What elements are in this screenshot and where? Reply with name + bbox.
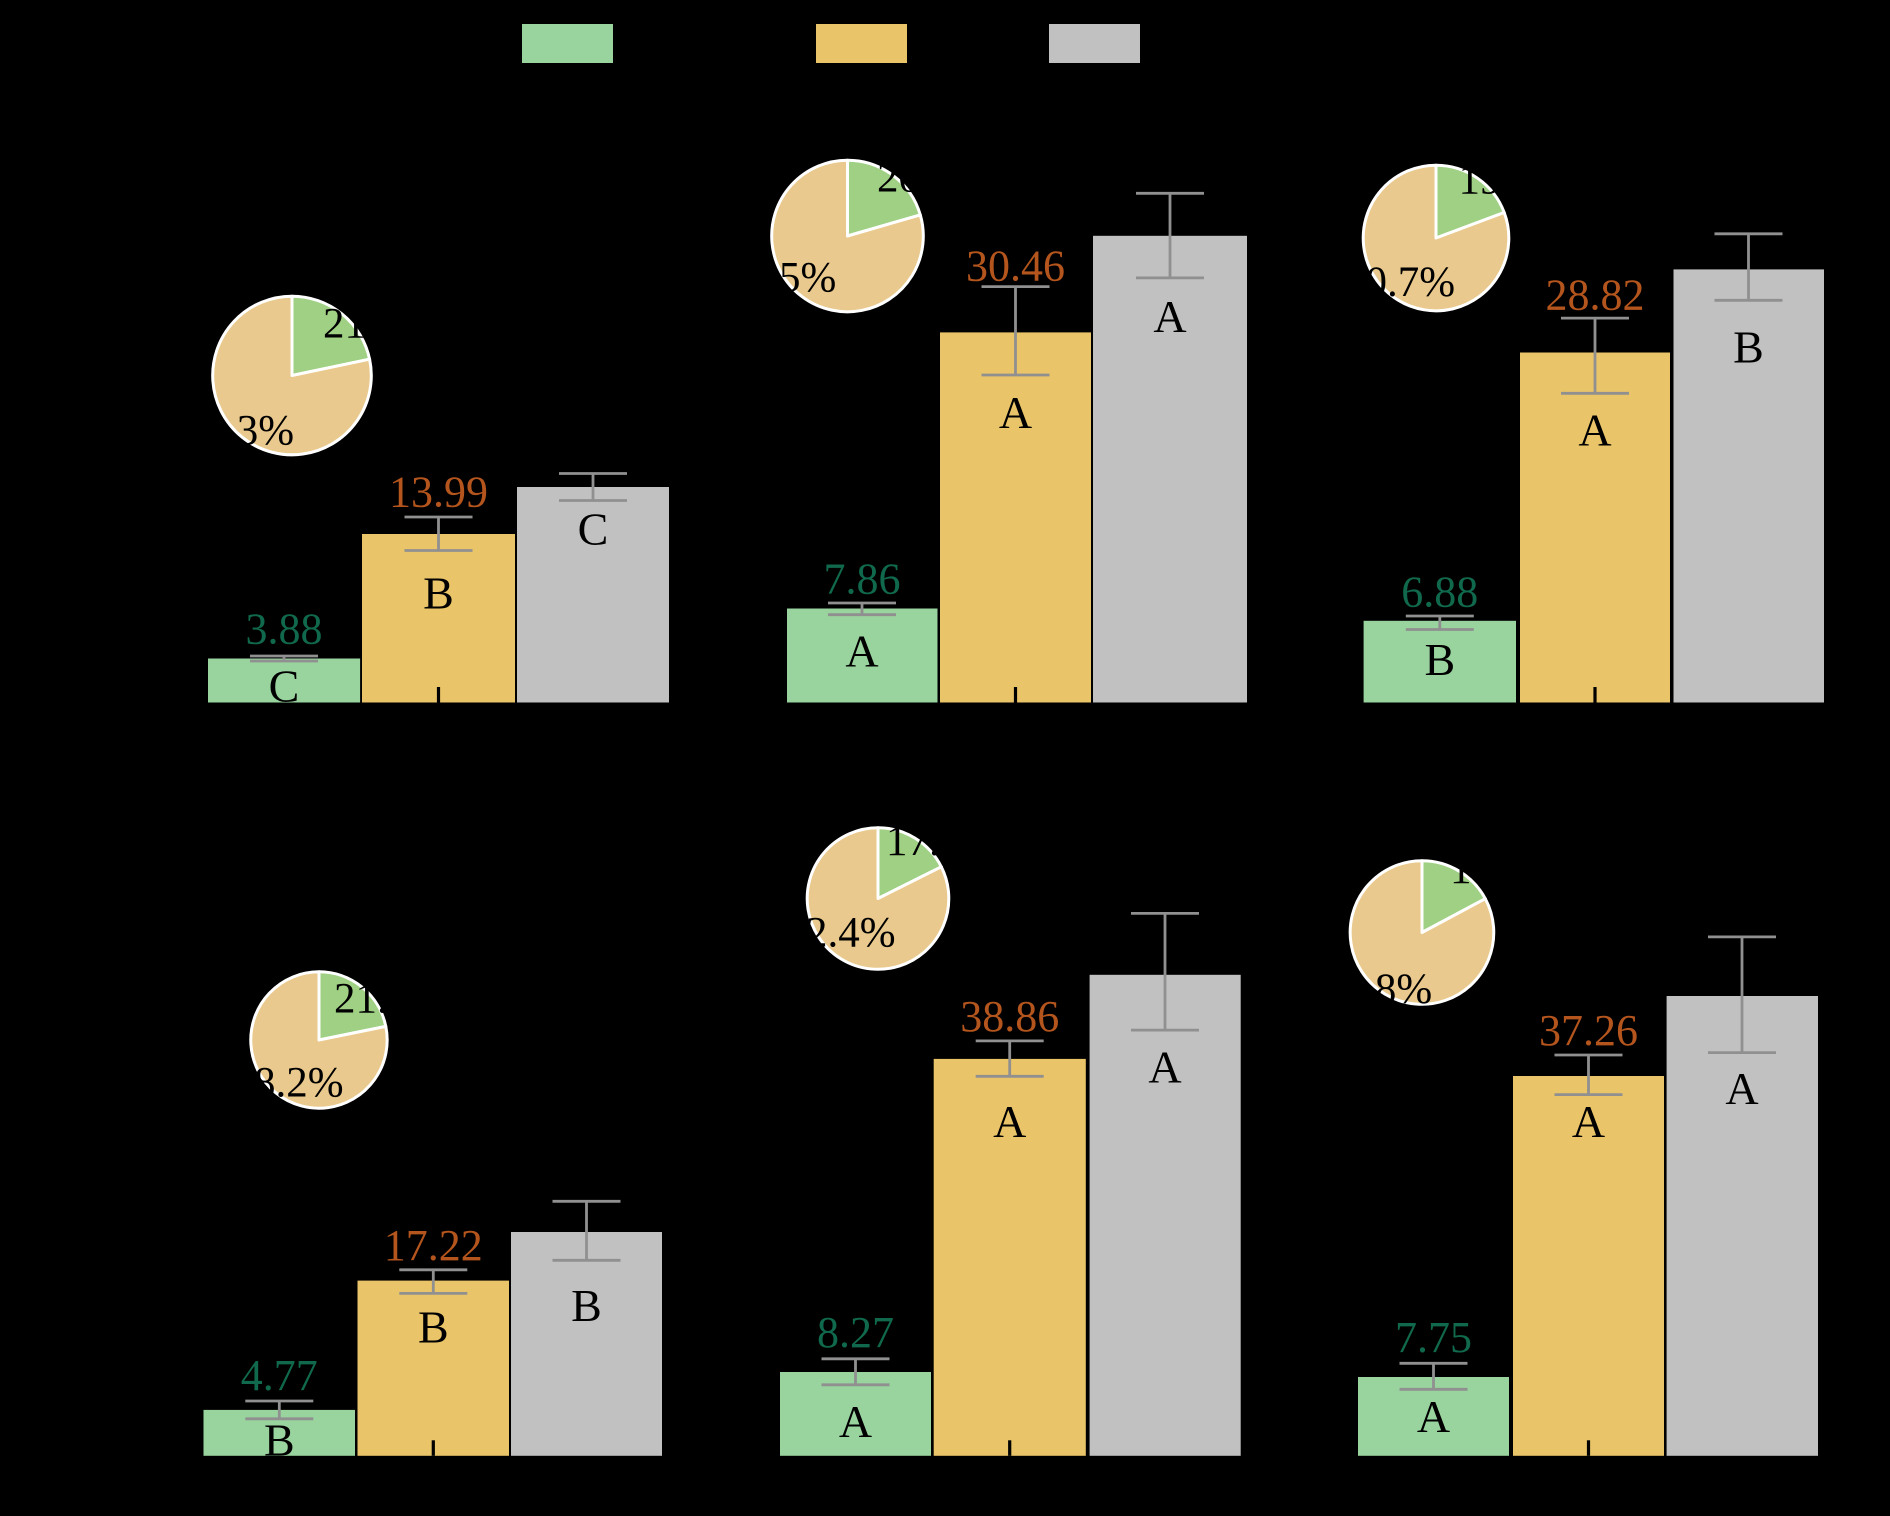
svg-text:A: A	[839, 1396, 872, 1447]
svg-text:17.6%: 17.6%	[886, 818, 997, 865]
svg-text:6.88: 6.88	[1401, 568, 1478, 617]
svg-text:21.7%: 21.7%	[323, 301, 434, 348]
svg-text:7.75: 7.75	[1395, 1313, 1472, 1362]
svg-text:20.5%: 20.5%	[877, 155, 988, 202]
svg-text:B: B	[1733, 321, 1764, 372]
svg-text:B: B	[1424, 634, 1455, 685]
svg-text:A: A	[845, 626, 878, 677]
svg-text:79.5%: 79.5%	[725, 254, 836, 301]
svg-text:37.26: 37.26	[1539, 1006, 1638, 1055]
svg-text:B: B	[423, 567, 454, 618]
svg-text:82.4%: 82.4%	[785, 909, 896, 956]
svg-text:C: C	[578, 503, 609, 554]
svg-text:13.99: 13.99	[389, 468, 488, 517]
svg-text:21.8%: 21.8%	[334, 976, 445, 1023]
svg-text:B: B	[418, 1301, 449, 1352]
svg-text:4.77: 4.77	[241, 1351, 318, 1400]
svg-text:17.22: 17.22	[384, 1221, 483, 1270]
svg-text:A: A	[1153, 291, 1186, 342]
svg-text:80.7%: 80.7%	[1344, 259, 1455, 306]
svg-text:A: A	[1725, 1063, 1758, 1114]
svg-text:17.2%: 17.2%	[1450, 846, 1561, 893]
svg-text:38.86: 38.86	[960, 992, 1059, 1041]
svg-text:19.3%: 19.3%	[1459, 156, 1570, 203]
svg-text:78.3%: 78.3%	[183, 407, 294, 454]
svg-text:82.8%: 82.8%	[1321, 966, 1432, 1013]
svg-text:A: A	[1572, 1096, 1605, 1147]
svg-text:28.82: 28.82	[1546, 270, 1645, 319]
svg-text:A: A	[1578, 404, 1611, 455]
svg-text:B: B	[264, 1415, 295, 1466]
svg-text:A: A	[1148, 1042, 1181, 1093]
svg-text:30.46: 30.46	[966, 242, 1065, 291]
svg-text:A: A	[1417, 1391, 1450, 1442]
svg-text:3.88: 3.88	[246, 605, 323, 654]
svg-text:B: B	[571, 1280, 602, 1331]
svg-text:8.27: 8.27	[817, 1308, 894, 1357]
svg-text:A: A	[999, 387, 1032, 438]
svg-text:7.86: 7.86	[824, 554, 901, 603]
svg-text:C: C	[269, 660, 300, 711]
svg-text:78.2%: 78.2%	[233, 1060, 344, 1107]
svg-text:A: A	[993, 1096, 1026, 1147]
